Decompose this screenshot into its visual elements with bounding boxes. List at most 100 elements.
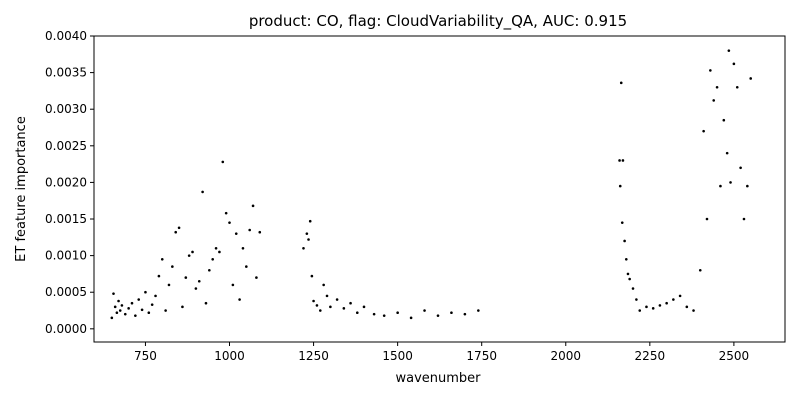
- data-point: [248, 228, 251, 232]
- data-point: [709, 69, 712, 72]
- data-point: [624, 257, 628, 261]
- data-point: [134, 314, 137, 317]
- data-point: [732, 62, 736, 66]
- data-point: [140, 308, 144, 312]
- data-point: [628, 277, 631, 281]
- data-point: [749, 77, 752, 80]
- data-point: [423, 309, 426, 312]
- data-point: [463, 312, 467, 316]
- data-point: [221, 160, 225, 164]
- data-point: [211, 257, 214, 261]
- data-point: [218, 250, 221, 254]
- data-point: [325, 294, 329, 298]
- data-point: [396, 311, 399, 315]
- data-point: [208, 268, 211, 272]
- x-axis-ticks: 750 1000 1250 1500 1750 2000 2250 2500: [134, 342, 749, 363]
- data-point: [685, 305, 689, 309]
- data-point: [224, 211, 228, 215]
- data-point: [729, 181, 732, 184]
- data-point: [147, 311, 151, 315]
- data-point: [678, 294, 682, 298]
- y-tick-label: 0.0005: [45, 285, 87, 299]
- data-points: [110, 49, 752, 320]
- data-point: [130, 301, 134, 305]
- data-point: [112, 292, 115, 295]
- data-point: [638, 309, 642, 312]
- data-point: [123, 312, 127, 316]
- data-point: [310, 274, 314, 278]
- data-point: [623, 239, 626, 243]
- data-point: [618, 184, 622, 188]
- data-point: [719, 184, 722, 188]
- x-tick-label: 2000: [550, 349, 581, 363]
- data-point: [631, 287, 635, 290]
- data-point: [171, 265, 174, 268]
- data-point: [194, 287, 198, 290]
- x-tick-label: 1250: [298, 349, 329, 363]
- data-point: [164, 309, 167, 312]
- data-point: [658, 304, 662, 307]
- data-point: [157, 274, 161, 278]
- data-point: [665, 301, 668, 305]
- data-point: [197, 279, 201, 283]
- data-point: [746, 184, 749, 188]
- y-tick-label: 0.0025: [45, 139, 87, 153]
- data-point: [255, 276, 258, 279]
- data-point: [174, 230, 178, 234]
- data-point: [322, 283, 325, 287]
- data-point: [355, 311, 359, 315]
- y-tick-label: 0.0020: [45, 175, 87, 189]
- data-point: [204, 301, 208, 305]
- data-point: [349, 301, 352, 305]
- data-point: [335, 298, 339, 301]
- data-point: [626, 272, 630, 276]
- data-point: [214, 247, 218, 250]
- data-point: [127, 307, 130, 310]
- data-point: [187, 254, 191, 257]
- data-point: [315, 304, 319, 307]
- y-tick-label: 0.0010: [45, 249, 87, 263]
- data-point: [619, 81, 623, 85]
- data-point: [241, 247, 245, 250]
- data-point: [234, 232, 238, 235]
- data-point: [154, 294, 157, 298]
- data-point: [307, 238, 310, 241]
- data-point: [305, 232, 309, 235]
- data-point: [201, 190, 204, 194]
- x-tick-label: 750: [134, 349, 157, 363]
- x-axis-label: wavenumber: [395, 371, 481, 386]
- data-point: [258, 230, 262, 234]
- data-point: [177, 226, 181, 230]
- data-point: [302, 247, 305, 250]
- data-point: [120, 304, 124, 307]
- data-point: [705, 217, 709, 221]
- data-point: [191, 250, 194, 254]
- data-point: [651, 307, 655, 310]
- axes-frame: [93, 35, 786, 343]
- data-point: [372, 312, 376, 316]
- data-point: [621, 159, 625, 162]
- y-axis-label: ET feature importance: [14, 116, 29, 262]
- data-point: [722, 118, 726, 122]
- data-point: [692, 309, 695, 312]
- y-tick-label: 0.0030: [45, 102, 87, 116]
- data-point: [450, 311, 453, 315]
- data-point: [742, 217, 746, 221]
- data-point: [477, 309, 480, 312]
- data-point: [620, 221, 624, 224]
- data-point: [329, 305, 332, 309]
- x-tick-label: 2250: [635, 349, 666, 363]
- data-point: [117, 299, 120, 303]
- x-tick-label: 2500: [719, 349, 750, 363]
- data-point: [739, 166, 742, 170]
- data-point: [167, 283, 171, 287]
- data-point: [618, 159, 621, 162]
- data-point: [698, 268, 702, 272]
- data-point: [727, 49, 731, 52]
- data-point: [115, 311, 119, 315]
- data-point: [144, 290, 147, 294]
- data-point: [672, 298, 675, 301]
